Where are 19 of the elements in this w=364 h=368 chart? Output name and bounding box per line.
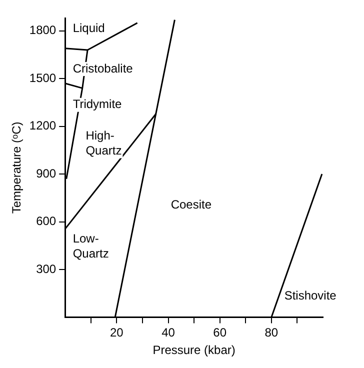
annotation: Liquid [72, 20, 105, 35]
annotation: Tridymite [72, 97, 122, 112]
annotation: Coesite [170, 197, 212, 212]
y-axis-title: Temperature (ᵒC) [10, 122, 24, 214]
y-tick-label: 300 [36, 262, 56, 276]
annotation: High- Quartz [86, 128, 122, 158]
y-tick-label: 900 [36, 166, 56, 180]
annotation: Low- Quartz [72, 232, 109, 261]
x-tick-label: 60 [213, 326, 227, 340]
y-tick-label: 1200 [29, 118, 56, 133]
annotation: Cristobalite [72, 61, 134, 76]
y-tick-label: 1500 [29, 70, 56, 85]
annotation: Stishovite [284, 288, 337, 303]
y-tick-label: 1800 [29, 23, 56, 38]
x-tick-label: 20 [110, 326, 124, 340]
y-tick-label: 600 [36, 214, 56, 228]
x-tick-label: 40 [162, 326, 176, 340]
x-tick-label: 80 [264, 326, 278, 340]
x-axis-title: Pressure (kbar) [152, 343, 236, 358]
